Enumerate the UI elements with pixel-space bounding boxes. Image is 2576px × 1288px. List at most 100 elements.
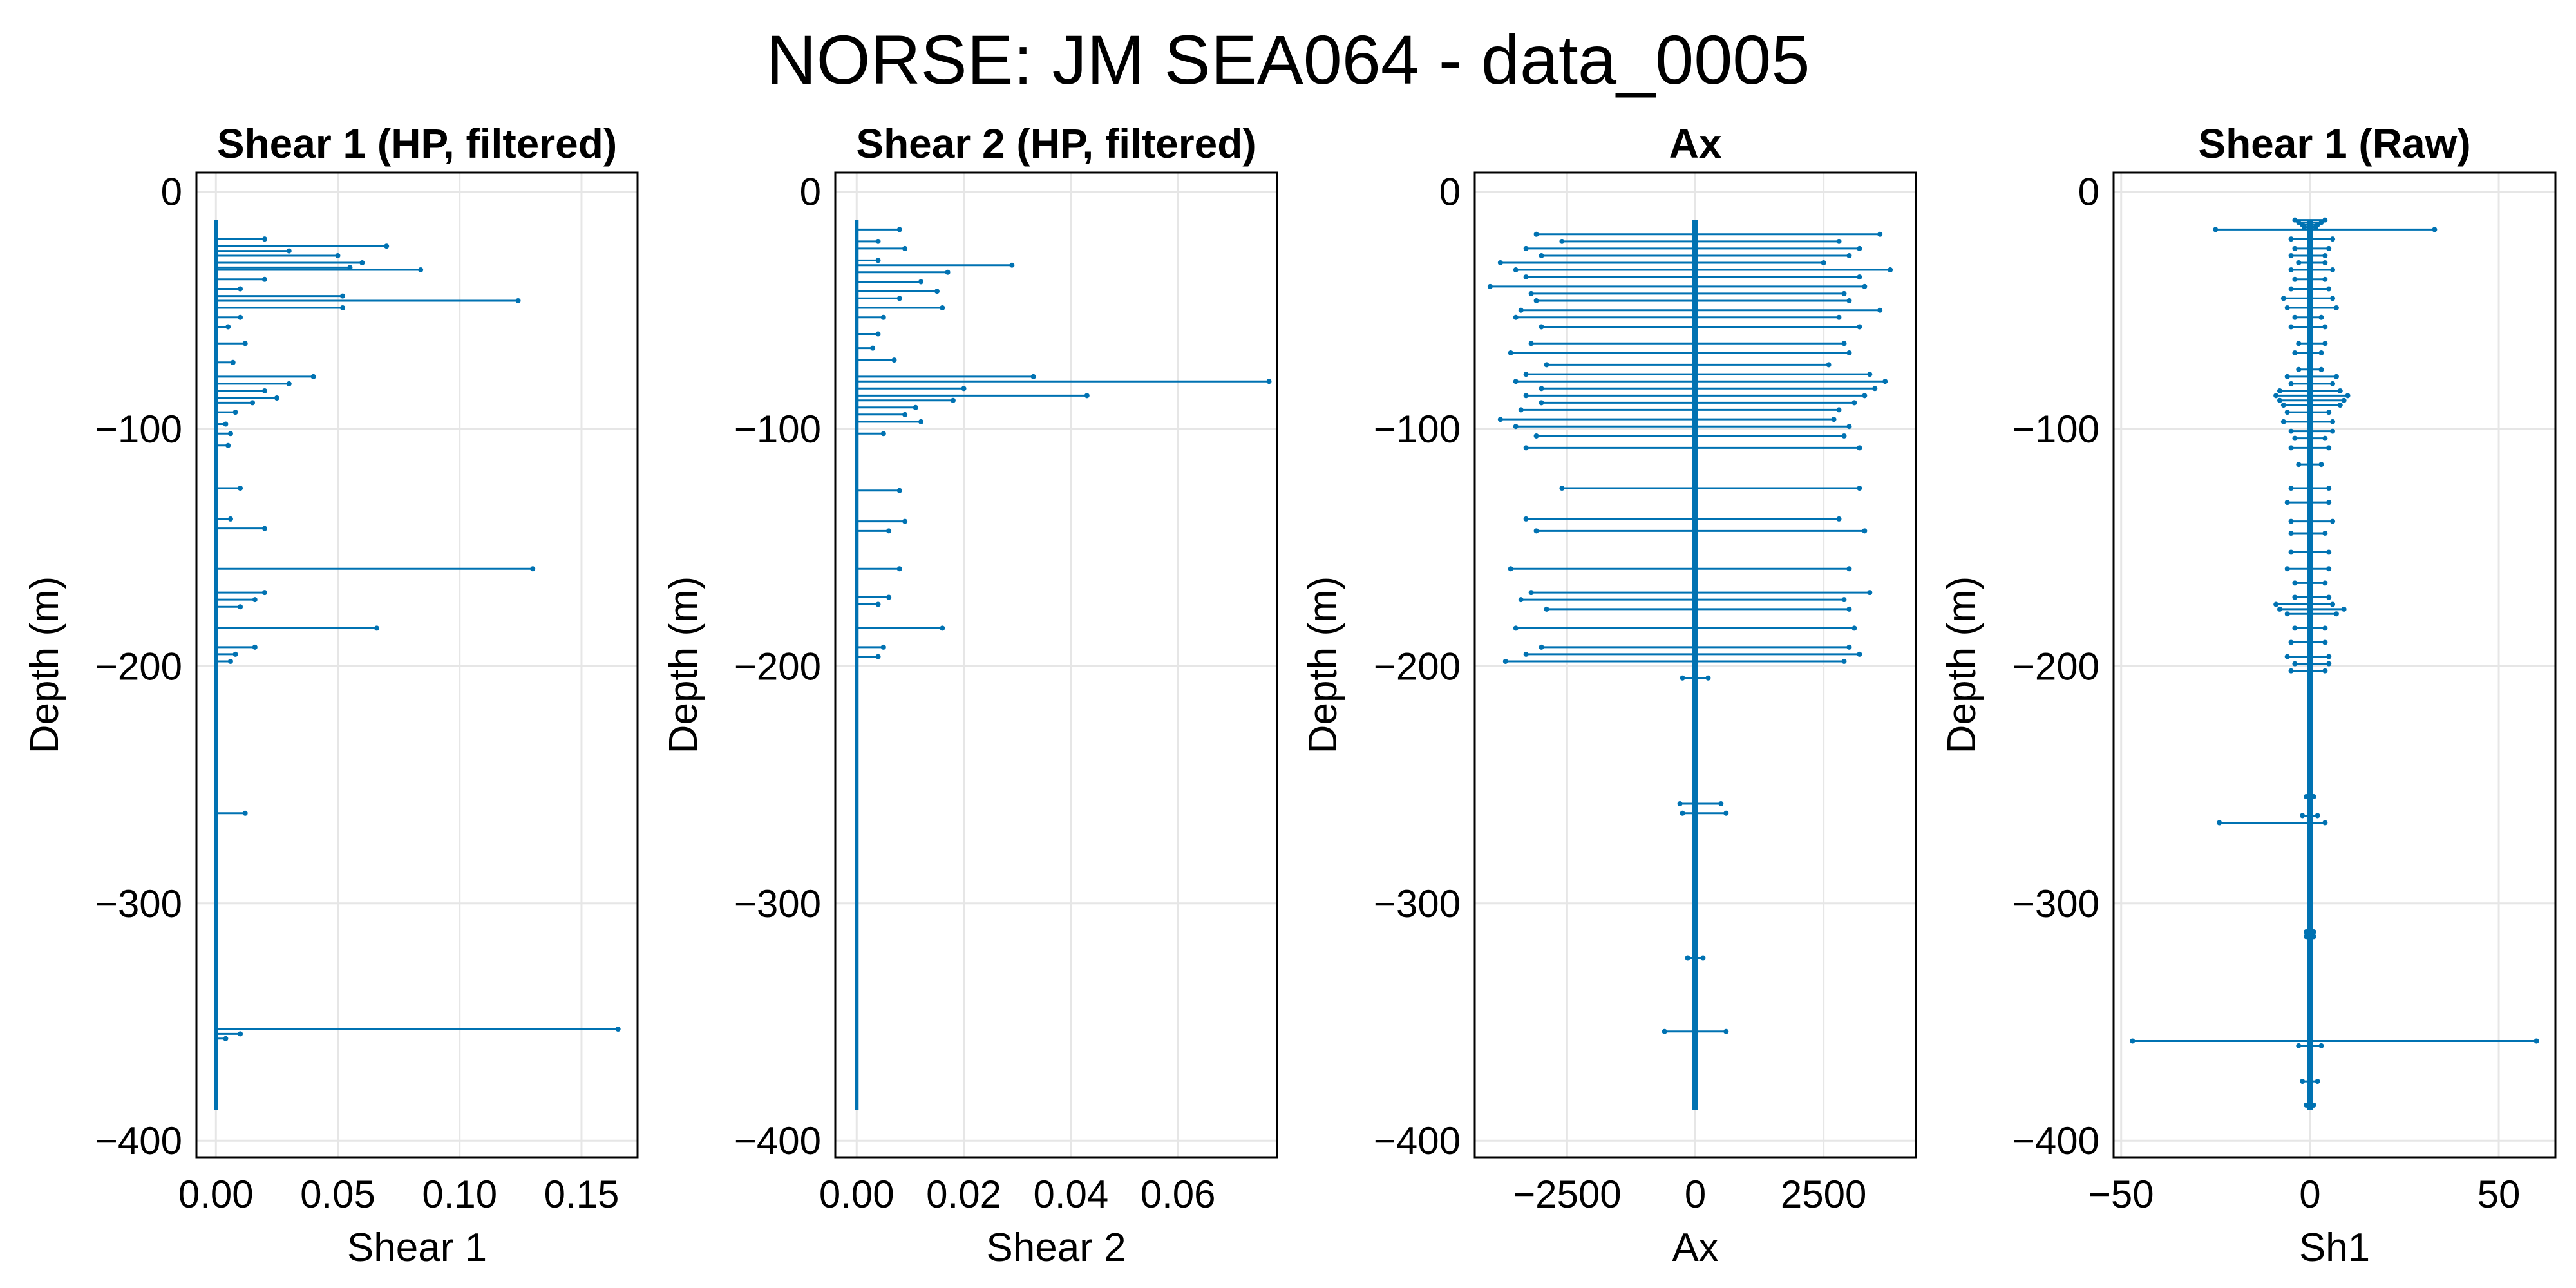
panel-3-span-max-point: [1831, 417, 1837, 422]
panel-4-span-min-point: [2277, 388, 2282, 393]
panel-4-span-max-point: [2322, 341, 2328, 346]
panel-1-spike-point: [261, 388, 267, 393]
panel-4-span-max-point: [2337, 388, 2343, 393]
panel-4-span-max-point: [2311, 934, 2316, 940]
panel-4-span-max-point: [2330, 419, 2336, 424]
panel-4-span-max-point: [2318, 462, 2324, 468]
panel-3-span-min-point: [1513, 625, 1519, 631]
panel-4-span-max-point: [2333, 611, 2339, 617]
panel-4-span-max-point: [2311, 793, 2316, 799]
panel-4-span-min-point: [2292, 661, 2298, 667]
panel-4-span-max-point: [2330, 296, 2336, 301]
panel-3-span-min-point: [1528, 290, 1534, 296]
panel-3-span-max-point: [1852, 400, 1857, 406]
panel-4-span-max-point: [2432, 227, 2438, 232]
panel-1-ytick-label: −200: [95, 645, 182, 688]
panel-3-span-min-point: [1528, 590, 1534, 596]
panel-1-spike-point: [384, 243, 390, 249]
panel-4-span-max-point: [2315, 813, 2320, 819]
panel-2-xtick-label: 0.00: [819, 1173, 895, 1216]
panel-3-span-min-point: [1513, 424, 1519, 430]
panel-4-span-min-point: [2288, 267, 2294, 273]
panel-2-xtick-label: 0.06: [1141, 1173, 1216, 1216]
panel-2-spike-point: [1030, 374, 1036, 379]
panel-2-spike-point: [918, 419, 924, 424]
panel-3-span-max-point: [1857, 245, 1862, 251]
panel-3-span-max-point: [1862, 528, 1868, 534]
panel-3-span-max-point: [1867, 372, 1873, 377]
panel-2-spike-point: [875, 238, 881, 244]
panel-4-span-max-point: [2326, 286, 2332, 292]
panel-4-span-min-point: [2288, 428, 2294, 434]
panel-3-span-max-point: [1821, 260, 1826, 266]
panel-4-ytick-label: −400: [2012, 1119, 2099, 1162]
panel-4-span-min-point: [2288, 518, 2294, 524]
panel-1-spike-point: [252, 597, 258, 603]
panel-3-frame: [1473, 171, 1917, 1159]
panel-3-span-min-point: [1544, 362, 1549, 368]
panel-3-span-min-point: [1680, 810, 1685, 816]
panel-4-span-min-point: [2296, 366, 2302, 372]
panel-2-y-axis-label: Depth (m): [661, 576, 706, 754]
panel-3-span-max-point: [1846, 606, 1852, 612]
panel-4-span-max-point: [2322, 260, 2328, 266]
panel-4-span-max-point: [2322, 324, 2328, 330]
panel-3-span-min-point: [1528, 341, 1534, 346]
panel-4-span-min-point: [2296, 1043, 2302, 1048]
panel-1-spike-point: [250, 400, 256, 406]
panel-3-span-min-point: [1487, 283, 1493, 289]
panel-4-span-min-point: [2292, 594, 2298, 600]
panel-4-span-min-point: [2284, 410, 2290, 415]
panel-1-xtick-label: 0.05: [300, 1173, 375, 1216]
panel-2-spike-point: [934, 289, 940, 294]
panel-2-spike-point: [913, 404, 918, 410]
panel-3-span-min-point: [1662, 1028, 1667, 1034]
panel-3-span-min-point: [1533, 231, 1539, 237]
panel-3-span-max-point: [1718, 801, 1724, 807]
panel-3-span-max-point: [1857, 651, 1862, 657]
panel-4-xtick-label: 50: [2477, 1173, 2521, 1216]
panel-2-spike-point: [1266, 379, 1272, 384]
panel-3-span-min-point: [1523, 445, 1529, 451]
panel-4-span-min-point: [2300, 1079, 2306, 1084]
panel-3-span-min-point: [1685, 955, 1690, 961]
panel-4-span-min-point: [2288, 668, 2294, 674]
panel-4-span-max-point: [2318, 1043, 2324, 1048]
panel-4-span-min-point: [2296, 341, 2302, 346]
panel-4-span-max-point: [2322, 820, 2328, 826]
panel-2-ytick-label: 0: [800, 170, 821, 213]
panel-2-spike-point: [875, 331, 881, 337]
panel-3-span-min-point: [1539, 386, 1544, 392]
panel-4-span-max-point: [2337, 402, 2343, 408]
panel-4-span-max-point: [2330, 428, 2336, 434]
panel-4-span-max-point: [2341, 606, 2347, 612]
panel-4-span-min-point: [2277, 397, 2282, 403]
panel-2-spike-point: [961, 386, 967, 392]
panel-3-span-max-point: [1705, 675, 1711, 681]
panel-3-span-min-point: [1513, 314, 1519, 320]
panel-1-spike-point: [615, 1027, 621, 1032]
panel-2-spike-point: [886, 594, 892, 600]
panel-3-span-min-point: [1539, 644, 1544, 650]
panel-1-spike-point: [232, 410, 238, 415]
panel-3-span-max-point: [1836, 516, 1842, 522]
figure-title: NORSE: JM SEA064 - data_0005: [766, 21, 1810, 99]
panel-3-span-max-point: [1841, 290, 1847, 296]
panel-3-ytick-label: −400: [1374, 1119, 1461, 1162]
panel-3-span-min-point: [1523, 393, 1529, 399]
panel-4-y-axis-label: Depth (m): [1940, 576, 1984, 754]
panel-2-spike-point: [902, 518, 908, 524]
panel-3-span-min-point: [1539, 252, 1544, 258]
panel-4-span-max-point: [2326, 566, 2332, 572]
panel-4-span-min-point: [2130, 1038, 2136, 1044]
panel-2-ytick-label: −200: [734, 645, 821, 688]
panel-2-spike-point: [875, 258, 881, 263]
panel-3-span-max-point: [1836, 238, 1842, 244]
panel-4-span-max-point: [2318, 220, 2324, 225]
panel-4-span-max-point: [2322, 217, 2328, 223]
panel-2-xtick-label: 0.04: [1033, 1173, 1108, 1216]
panel-4-span-min-point: [2292, 435, 2298, 441]
panel-3-span-max-point: [1888, 267, 1893, 273]
panel-1-spike-point: [242, 810, 248, 816]
panel-1-frame: [195, 171, 639, 1159]
